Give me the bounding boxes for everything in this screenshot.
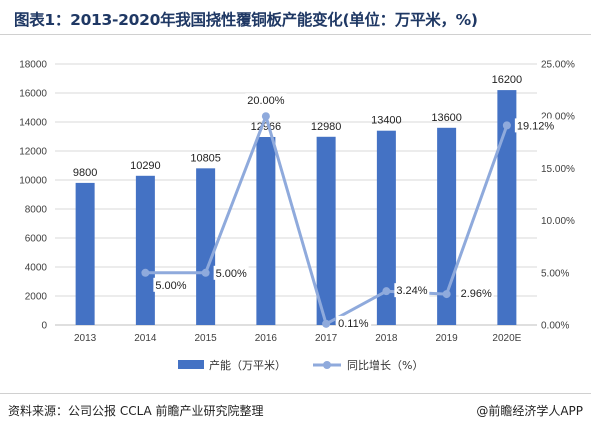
x-axis-ticks: 2013 2014 2015 2016 2017 2018 2019 2020E: [74, 333, 522, 344]
x-axis-tick-label: 2014: [134, 333, 157, 344]
x-axis-tick-label: 2018: [375, 333, 398, 344]
growth-value-label: 5.00%: [155, 280, 186, 292]
legend: 产能（万平米） 同比增长（%）: [178, 358, 423, 372]
source-note: 资料来源：公司公报 CCLA 前瞻产业研究院整理: [8, 404, 264, 418]
left-axis-ticks: 0 2000 4000 6000 8000 10000 12000 14000 16000 180…: [19, 60, 47, 332]
legend-bar-label: 产能（万平米）: [209, 358, 286, 372]
right-axis-ticks: 0.00% 5.00% 10.00% 15.00% 20.00% 25.00%: [541, 60, 575, 332]
growth-point: [382, 287, 391, 296]
footer-divider: [0, 393, 591, 394]
label-bg: [514, 118, 557, 133]
left-axis-tick-label: 2000: [25, 292, 48, 303]
bar-value-label: 10290: [130, 160, 161, 172]
line-labels: 5.00% 5.00% 20.00% 0.11% 3.24% 2.96% 19.12%: [153, 93, 557, 330]
bar-value-label: 12980: [311, 121, 342, 133]
label-bg: [213, 265, 249, 280]
chart-title: 图表1：2013-2020年我国挠性覆铜板产能变化(单位：万平米，%): [14, 11, 478, 29]
growth-point: [261, 112, 270, 121]
right-axis-tick-label: 0.00%: [541, 321, 569, 332]
bar-value-label: 9800: [73, 167, 97, 179]
growth-point: [141, 268, 150, 277]
x-axis-tick-label: 2019: [436, 333, 459, 344]
left-axis-tick-label: 14000: [19, 118, 47, 129]
growth-value-label: 5.00%: [216, 268, 247, 280]
left-axis-tick-label: 18000: [19, 60, 47, 71]
label-bg: [336, 315, 372, 330]
bar: [196, 168, 216, 325]
x-axis-tick-label: 2015: [195, 333, 218, 344]
bar-value-label: 10805: [190, 152, 221, 164]
x-axis-tick-label: 2016: [255, 333, 278, 344]
growth-point: [322, 319, 331, 328]
right-axis-tick-label: 15.00%: [541, 164, 575, 175]
label-bg: [394, 283, 430, 298]
bar-value-label: 13600: [431, 112, 462, 124]
growth-point: [201, 268, 210, 277]
chart: 0 2000 4000 6000 8000 10000 12000 14000 16000 180…: [19, 60, 575, 373]
growth-value-label: 19.12%: [517, 120, 555, 132]
brand-credit: @前瞻经济学人APP: [476, 404, 583, 418]
bar-labels: 9800 10290 10805 12966 12980 13400 13600 16200: [73, 74, 522, 179]
line-series: [141, 112, 511, 328]
label-bg: [153, 277, 189, 292]
left-axis-tick-label: 12000: [19, 147, 47, 158]
title-divider: [0, 34, 591, 35]
x-axis-tick-label: 2020E: [492, 333, 521, 344]
right-axis-tick-label: 20.00%: [541, 112, 575, 123]
label-bg: [245, 93, 287, 108]
bar-value-label: 13400: [371, 115, 402, 127]
bar-series: [75, 90, 517, 325]
legend-bar-swatch: [178, 360, 204, 369]
legend-line-marker: [323, 361, 331, 369]
left-axis-tick-label: 10000: [19, 176, 47, 187]
growth-value-label: 0.11%: [338, 318, 369, 330]
left-axis-tick-label: 0: [41, 321, 47, 332]
bar: [75, 182, 95, 325]
legend-line-label: 同比增长（%）: [347, 358, 423, 372]
growth-value-label: 2.96%: [461, 288, 492, 300]
right-axis-tick-label: 5.00%: [541, 268, 569, 279]
x-axis-tick-label: 2013: [74, 333, 97, 344]
label-bg: [458, 286, 494, 301]
bar-value-label: 12966: [251, 121, 282, 133]
bar-value-label: 16200: [492, 74, 523, 86]
bar: [497, 90, 517, 325]
bar: [316, 136, 336, 325]
right-axis-tick-label: 10.00%: [541, 216, 575, 227]
bar: [135, 175, 155, 325]
left-axis-tick-label: 8000: [25, 205, 48, 216]
left-axis-tick-label: 16000: [19, 89, 47, 100]
gridlines: [55, 63, 537, 326]
growth-point: [442, 290, 451, 299]
left-axis-tick-label: 6000: [25, 234, 48, 245]
right-axis-tick-label: 25.00%: [541, 60, 575, 71]
x-axis-tick-label: 2017: [315, 333, 338, 344]
growth-value-label: 3.24%: [396, 285, 427, 297]
left-axis-tick-label: 4000: [25, 263, 48, 274]
growth-value-label: 20.00%: [247, 95, 285, 107]
growth-point: [502, 121, 511, 130]
bar: [256, 136, 276, 325]
bar: [376, 130, 396, 325]
bar: [437, 127, 457, 325]
